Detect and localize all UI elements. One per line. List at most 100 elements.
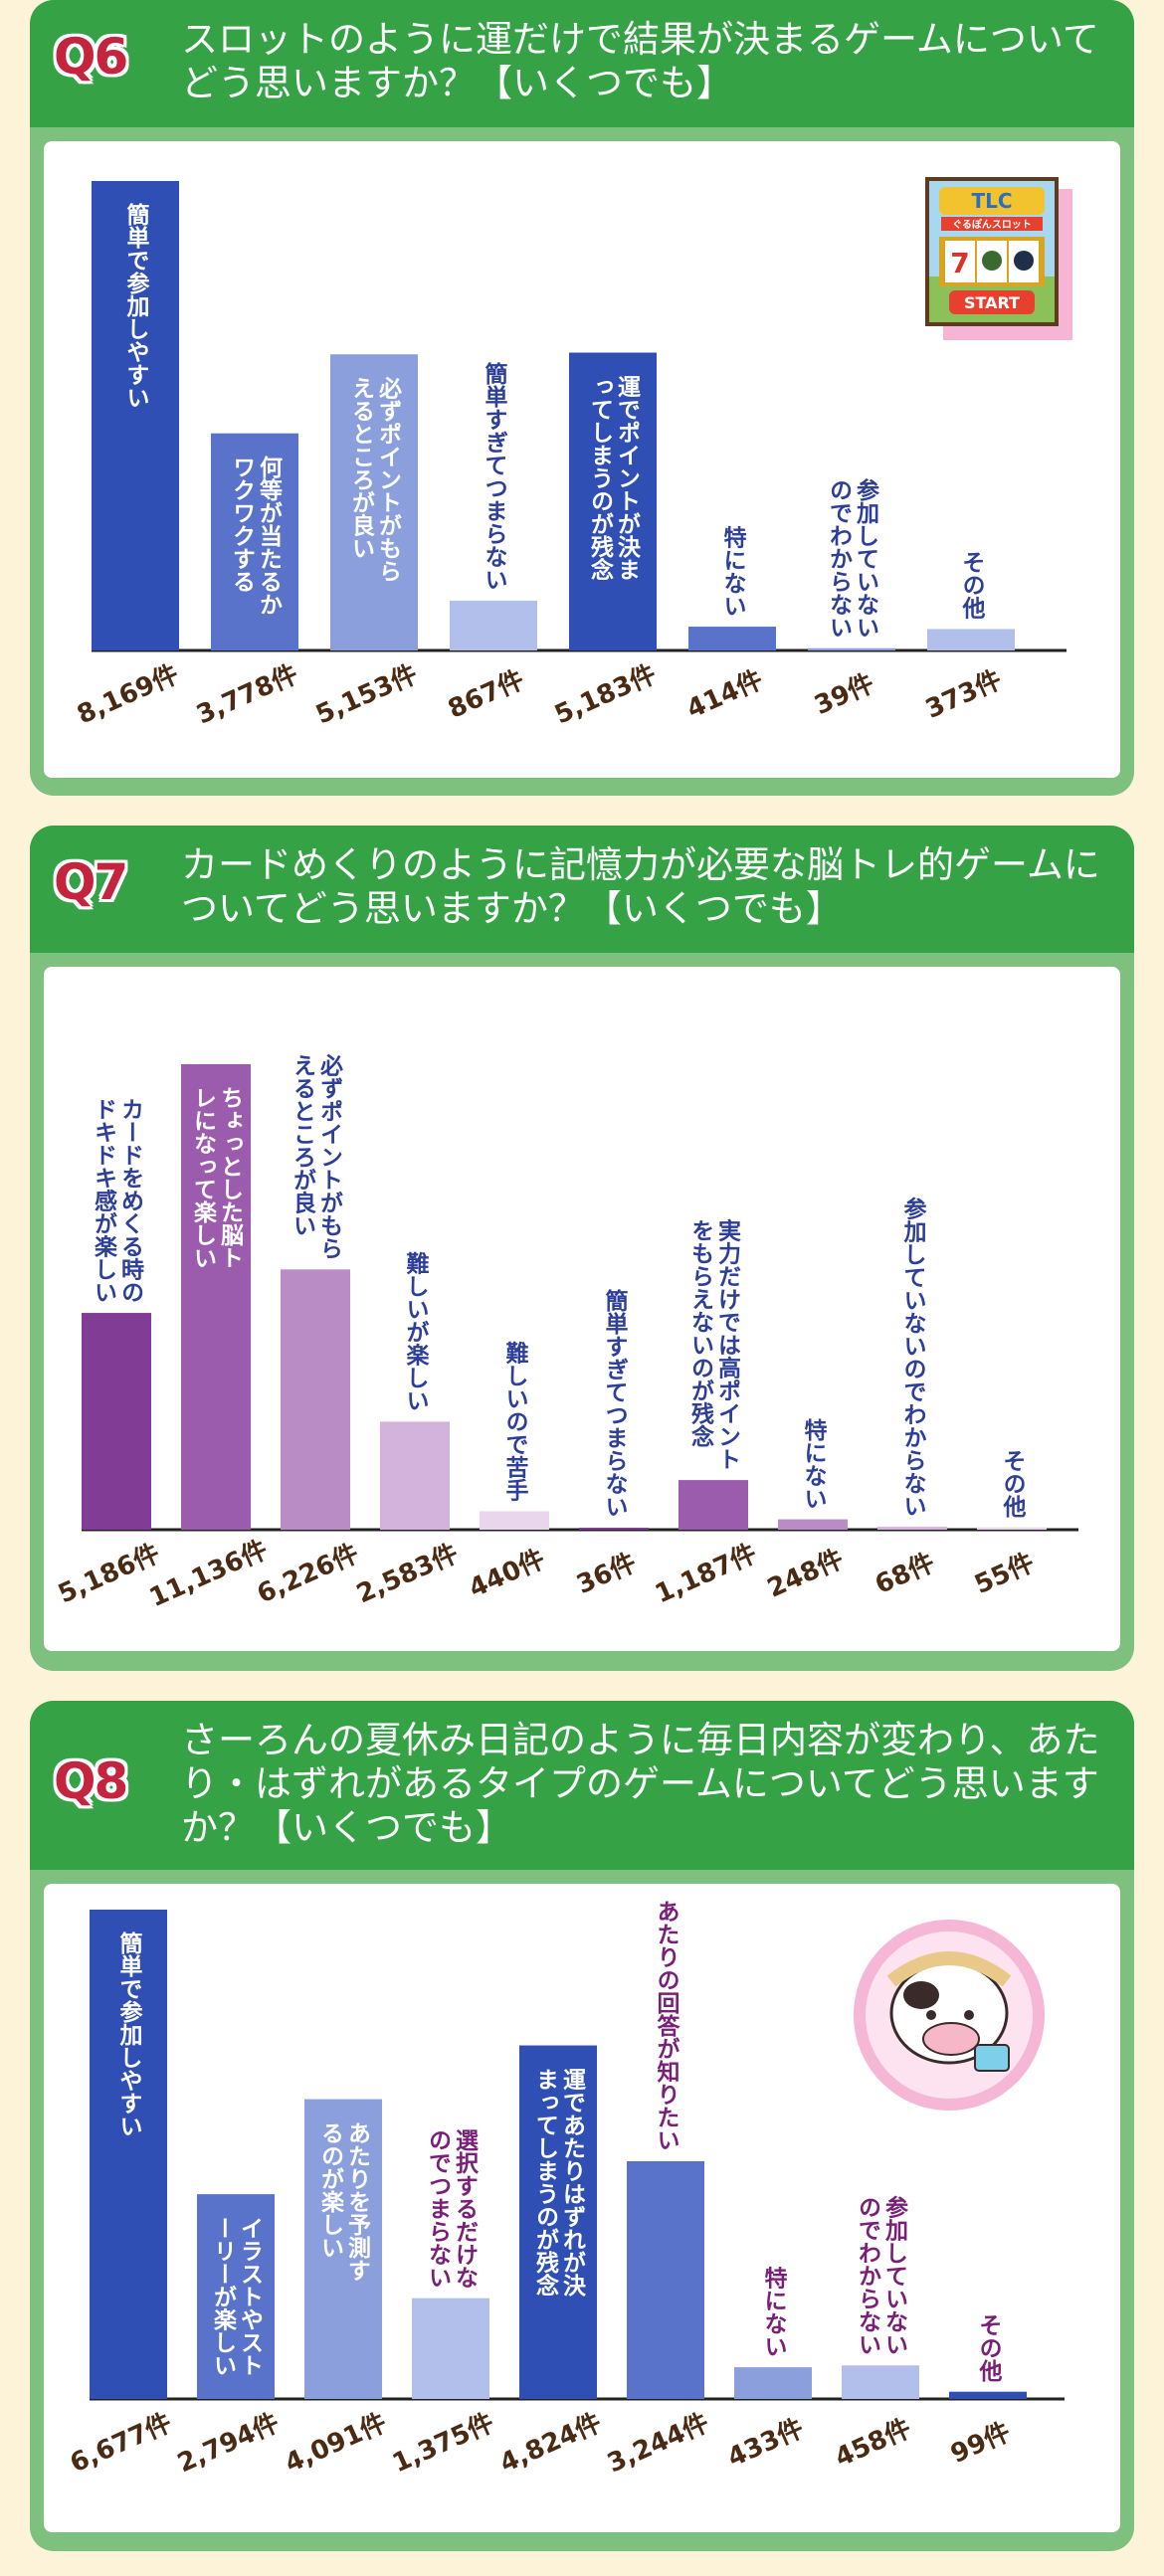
value-label: 2,794件 bbox=[173, 2408, 284, 2479]
value-label: 68件 bbox=[871, 1548, 939, 1600]
category-label: 運でポイントが決ま bbox=[614, 375, 642, 581]
bar bbox=[90, 1910, 167, 2399]
value-label: 458件 bbox=[831, 2414, 916, 2474]
category-label: 難しいが楽しい bbox=[402, 1251, 430, 1412]
value-label: 2,583件 bbox=[352, 1539, 463, 1609]
category-label: 特にない bbox=[719, 525, 747, 617]
bar bbox=[977, 1527, 1047, 1530]
category-label: 簡単すぎてつまらない bbox=[481, 361, 508, 591]
category-label: その他 bbox=[975, 2313, 1004, 2382]
bar bbox=[734, 2367, 812, 2399]
bar bbox=[480, 1511, 549, 1530]
bar bbox=[330, 354, 418, 650]
value-label: 6,226件 bbox=[253, 1539, 363, 1609]
category-label: 簡単で参加しやすい bbox=[115, 1931, 144, 2137]
category-label: 何等が当たるか bbox=[256, 456, 284, 616]
category-label: 簡単で参加しやすい bbox=[122, 202, 151, 409]
bar bbox=[778, 1519, 848, 1530]
slot-machine-illustration: TLC ぐるぽんスロット 7 START bbox=[925, 177, 1076, 344]
category-label: のでわからない bbox=[855, 2195, 882, 2355]
category-label: るのが楽しい bbox=[317, 2121, 345, 2259]
q6-panel: Q6 スロットのように運だけで結果が決まるゲームについてどう思いますか？【いくつ… bbox=[30, 0, 1134, 796]
value-label: 5,186件 bbox=[54, 1539, 164, 1609]
category-label: ちょっとした脳ト bbox=[217, 1086, 245, 1269]
category-label: まってしまうのが残念 bbox=[532, 2068, 560, 2297]
bar bbox=[211, 433, 298, 650]
value-label: 8,169件 bbox=[73, 659, 183, 730]
bar bbox=[842, 2365, 919, 2399]
category-label: ドキドキ感が楽しい bbox=[91, 1097, 118, 1303]
q7-chart-area: カードをめくる時の ドキドキ感が楽しい 5,186件 ちょっとした脳ト レになって楽しい… bbox=[44, 967, 1120, 1651]
category-label: 必ずポイントがもら bbox=[316, 1053, 344, 1260]
category-label: その他 bbox=[958, 550, 987, 619]
q8-badge: Q8 bbox=[54, 1752, 128, 1810]
value-label: 1,375件 bbox=[388, 2408, 498, 2479]
value-label: 55件 bbox=[970, 1548, 1039, 1600]
category-label: カードをめくる時の bbox=[117, 1097, 144, 1303]
bar bbox=[688, 627, 776, 650]
value-label: 3,778件 bbox=[192, 659, 302, 730]
category-label: のでわからない bbox=[826, 478, 854, 639]
category-label: をもらえないのが残念 bbox=[687, 1218, 715, 1447]
value-label: 3,244件 bbox=[603, 2408, 713, 2479]
category-label: ーリーが楽しい bbox=[210, 2216, 238, 2376]
category-label: 必ずポイントがもら bbox=[375, 376, 403, 583]
q7-panel: Q7 カードめくりのように記憶力が必要な脳トレ的ゲームについてどう思いますか？【… bbox=[30, 826, 1134, 1671]
value-label: 248件 bbox=[763, 1545, 849, 1604]
category-label: えるところが良い bbox=[290, 1053, 316, 1236]
slot-reel-7: 7 bbox=[950, 247, 969, 279]
value-label: 11,136件 bbox=[145, 1535, 273, 1613]
q8-question: さーろんの夏休み日記のように毎日内容が変わり、あたり・はずれがあるタイプのゲーム… bbox=[181, 1719, 1100, 1849]
category-label: 特にない bbox=[760, 2266, 788, 2357]
cow-character-illustration bbox=[852, 1918, 1047, 2113]
value-label: 440件 bbox=[465, 1545, 550, 1604]
value-label: 36件 bbox=[572, 1548, 641, 1600]
category-label: 参加していない bbox=[853, 477, 881, 639]
bar bbox=[412, 2298, 489, 2399]
value-label: 1,187件 bbox=[651, 1539, 761, 1609]
bar bbox=[82, 1313, 151, 1530]
slot-brand: TLC bbox=[971, 189, 1012, 213]
bar bbox=[569, 352, 657, 650]
bar bbox=[304, 2099, 382, 2399]
category-label: 実力だけでは高ポイント bbox=[714, 1217, 742, 1470]
q6-badge: Q6 bbox=[54, 28, 128, 86]
value-label: 4,091件 bbox=[281, 2408, 391, 2479]
beetle-icon-2 bbox=[1014, 251, 1034, 271]
value-label: 373件 bbox=[921, 665, 1007, 725]
category-label: レになって楽しい bbox=[190, 1086, 218, 1269]
q7-question: カードめくりのように記憶力が必要な脳トレ的ゲームについてどう思いますか？【いくつ… bbox=[181, 843, 1100, 930]
category-label: えるところが良い bbox=[348, 376, 375, 559]
category-label: その他 bbox=[999, 1449, 1028, 1518]
bar bbox=[450, 600, 537, 650]
category-label: ワクワクする bbox=[229, 456, 256, 593]
bar bbox=[92, 181, 179, 650]
category-label: 特にない bbox=[800, 1418, 828, 1510]
value-label: 39件 bbox=[810, 668, 878, 721]
category-label: 運であたりはずれが決 bbox=[559, 2068, 587, 2298]
q7-header: Q7 カードめくりのように記憶力が必要な脳トレ的ゲームについてどう思いますか？【… bbox=[30, 826, 1134, 953]
bar bbox=[197, 2194, 275, 2399]
category-label: 参加していない bbox=[881, 2194, 910, 2355]
bar bbox=[281, 1269, 350, 1530]
bar bbox=[627, 2160, 704, 2399]
category-label: ってしまうのが残念 bbox=[587, 375, 615, 581]
category-label: 難しいので苦手 bbox=[501, 1341, 529, 1503]
category-label: あたりの回答が知りたい bbox=[653, 1900, 680, 2151]
bar bbox=[808, 647, 895, 650]
q6-chart-area: 簡単で参加しやすい 8,169件 何等が当たるか ワクワクする 3,778件 必ずポイント… bbox=[44, 141, 1120, 778]
q6-question: スロットのように運だけで結果が決まるゲームについてどう思いますか？【いくつでも】 bbox=[181, 18, 1099, 104]
value-label: 6,677件 bbox=[66, 2408, 176, 2479]
beetle-icon bbox=[982, 251, 1002, 271]
q6-header: Q6 スロットのように運だけで結果が決まるゲームについてどう思いますか？【いくつ… bbox=[30, 0, 1134, 127]
category-label: 参加していないのでわからない bbox=[899, 1196, 928, 1517]
value-label: 414件 bbox=[682, 665, 768, 725]
category-label: あたりを予測す bbox=[344, 2121, 372, 2282]
category-label: 選択するだけな bbox=[452, 2128, 480, 2289]
value-label: 4,824件 bbox=[495, 2408, 606, 2479]
bar bbox=[519, 2045, 597, 2399]
bar bbox=[181, 1064, 251, 1530]
